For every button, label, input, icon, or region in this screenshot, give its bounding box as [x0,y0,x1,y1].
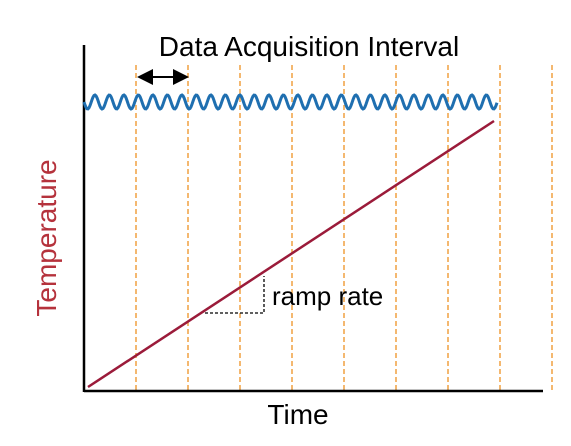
ramp-line [87,119,495,389]
diagram-title: Data Acquisition Interval [159,31,459,62]
ramp-rate-label: ramp rate [272,281,383,311]
ramp-rate-bracket [205,276,265,314]
x-axis-label: Time [267,399,328,430]
temperature-oscillation-wave [82,93,499,111]
acquisition-interval-lines [135,65,553,391]
y-axis-label: Temperature [31,159,62,316]
